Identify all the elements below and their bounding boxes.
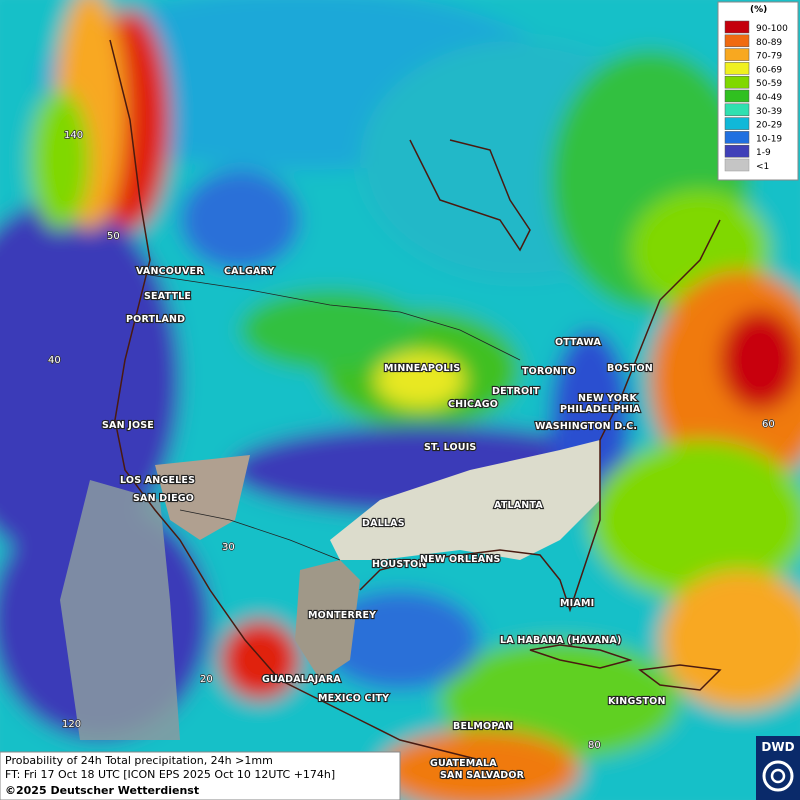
city-label: DETROIT — [492, 386, 540, 397]
legend-swatch — [724, 48, 750, 61]
city-label: DALLAS — [362, 518, 405, 529]
legend-swatch — [724, 117, 750, 130]
dry-areas — [60, 440, 600, 740]
city-label: WASHINGTON D.C. — [535, 421, 637, 432]
grid-labels: 140 50 40 60 30 20 120 80 — [47, 129, 775, 752]
legend-label: 40-49 — [756, 93, 782, 103]
legend-swatch — [724, 75, 750, 89]
city-label: MIAMI — [560, 598, 594, 609]
city-label: NEW ORLEANS — [420, 554, 501, 565]
grid-label: 80 — [588, 740, 601, 751]
city-label: CALGARY — [224, 266, 275, 277]
city-label: BOSTON — [607, 363, 653, 374]
grid-label: 140 — [64, 130, 83, 141]
city-label: MINNEAPOLIS — [384, 363, 460, 374]
legend-label: 30-39 — [756, 107, 782, 117]
city-label: SAN DIEGO — [133, 493, 194, 504]
city-label: NEW YORK — [578, 393, 638, 404]
legend-swatch — [724, 34, 750, 48]
grid-label: 120 — [62, 719, 81, 730]
forecast-time: FT: Fri 17 Oct 18 UTC [ICON EPS 2025 Oct… — [5, 768, 335, 781]
city-label: MONTERREY — [308, 610, 376, 621]
city-label: ATLANTA — [494, 500, 543, 511]
copyright: ©2025 Deutscher Wetterdienst — [5, 784, 199, 797]
legend: (%) 90-100 80-89 70-79 60-69 50-59 40-49 30-39… — [717, 1, 799, 181]
city-label: LA HABANA (HAVANA) — [500, 635, 622, 646]
logo-text: DWD — [761, 740, 794, 754]
legend-label: 50-59 — [756, 79, 782, 89]
legend-title: (%) — [750, 5, 767, 15]
city-label: ST. LOUIS — [424, 442, 476, 453]
legend-label: 70-79 — [756, 52, 782, 62]
city-labels: VANCOUVER CALGARY SEATTLE PORTLAND MINNE… — [101, 265, 667, 782]
city-label: MEXICO CITY — [318, 693, 389, 704]
grid-label: 60 — [762, 419, 775, 430]
city-label: HOUSTON — [372, 559, 427, 570]
borders — [149, 274, 521, 561]
city-label: PHILADELPHIA — [560, 404, 641, 415]
city-label: VANCOUVER — [136, 266, 204, 277]
footer-box — [0, 751, 401, 800]
footer: Probability of 24h Total precipitation, … — [0, 751, 401, 800]
legend-label: 60-69 — [756, 65, 782, 75]
legend-label: 1-9 — [756, 148, 771, 158]
city-label: KINGSTON — [608, 696, 666, 707]
logo-icon — [762, 760, 794, 792]
city-label: CHICAGO — [448, 399, 498, 410]
coastlines — [109, 39, 722, 761]
legend-swatch — [724, 131, 750, 144]
grid-label: 50 — [107, 231, 120, 242]
grid-label: 20 — [200, 674, 213, 685]
legend-swatch — [724, 89, 750, 103]
city-label: SAN JOSE — [102, 420, 154, 431]
logo: DWD — [756, 736, 800, 800]
grid-label: 30 — [222, 542, 235, 553]
grid-label: 40 — [48, 355, 61, 366]
legend-label: 20-29 — [756, 121, 782, 131]
city-label: GUATEMALA — [430, 758, 497, 769]
logo-icon — [770, 768, 786, 784]
legend-swatch — [724, 144, 750, 158]
legend-label: 10-19 — [756, 134, 782, 144]
city-label: PORTLAND — [126, 314, 185, 325]
legend-swatch — [724, 103, 750, 117]
city-label: BELMOPAN — [453, 721, 513, 732]
legend-label: 90-100 — [756, 24, 788, 34]
legend-label: 80-89 — [756, 38, 782, 48]
city-label: SAN SALVADOR — [440, 770, 525, 781]
legend-label: <1 — [756, 162, 769, 172]
legend-swatch — [724, 20, 750, 34]
product-title: Probability of 24h Total precipitation, … — [5, 754, 273, 767]
city-label: GUADALAJARA — [262, 674, 341, 685]
city-label: OTTAWA — [555, 337, 601, 348]
legend-swatch — [724, 158, 750, 172]
city-label: TORONTO — [522, 366, 576, 377]
city-label: SEATTLE — [144, 291, 191, 302]
city-label: LOS ANGELES — [120, 475, 195, 486]
legend-swatch — [724, 62, 750, 75]
